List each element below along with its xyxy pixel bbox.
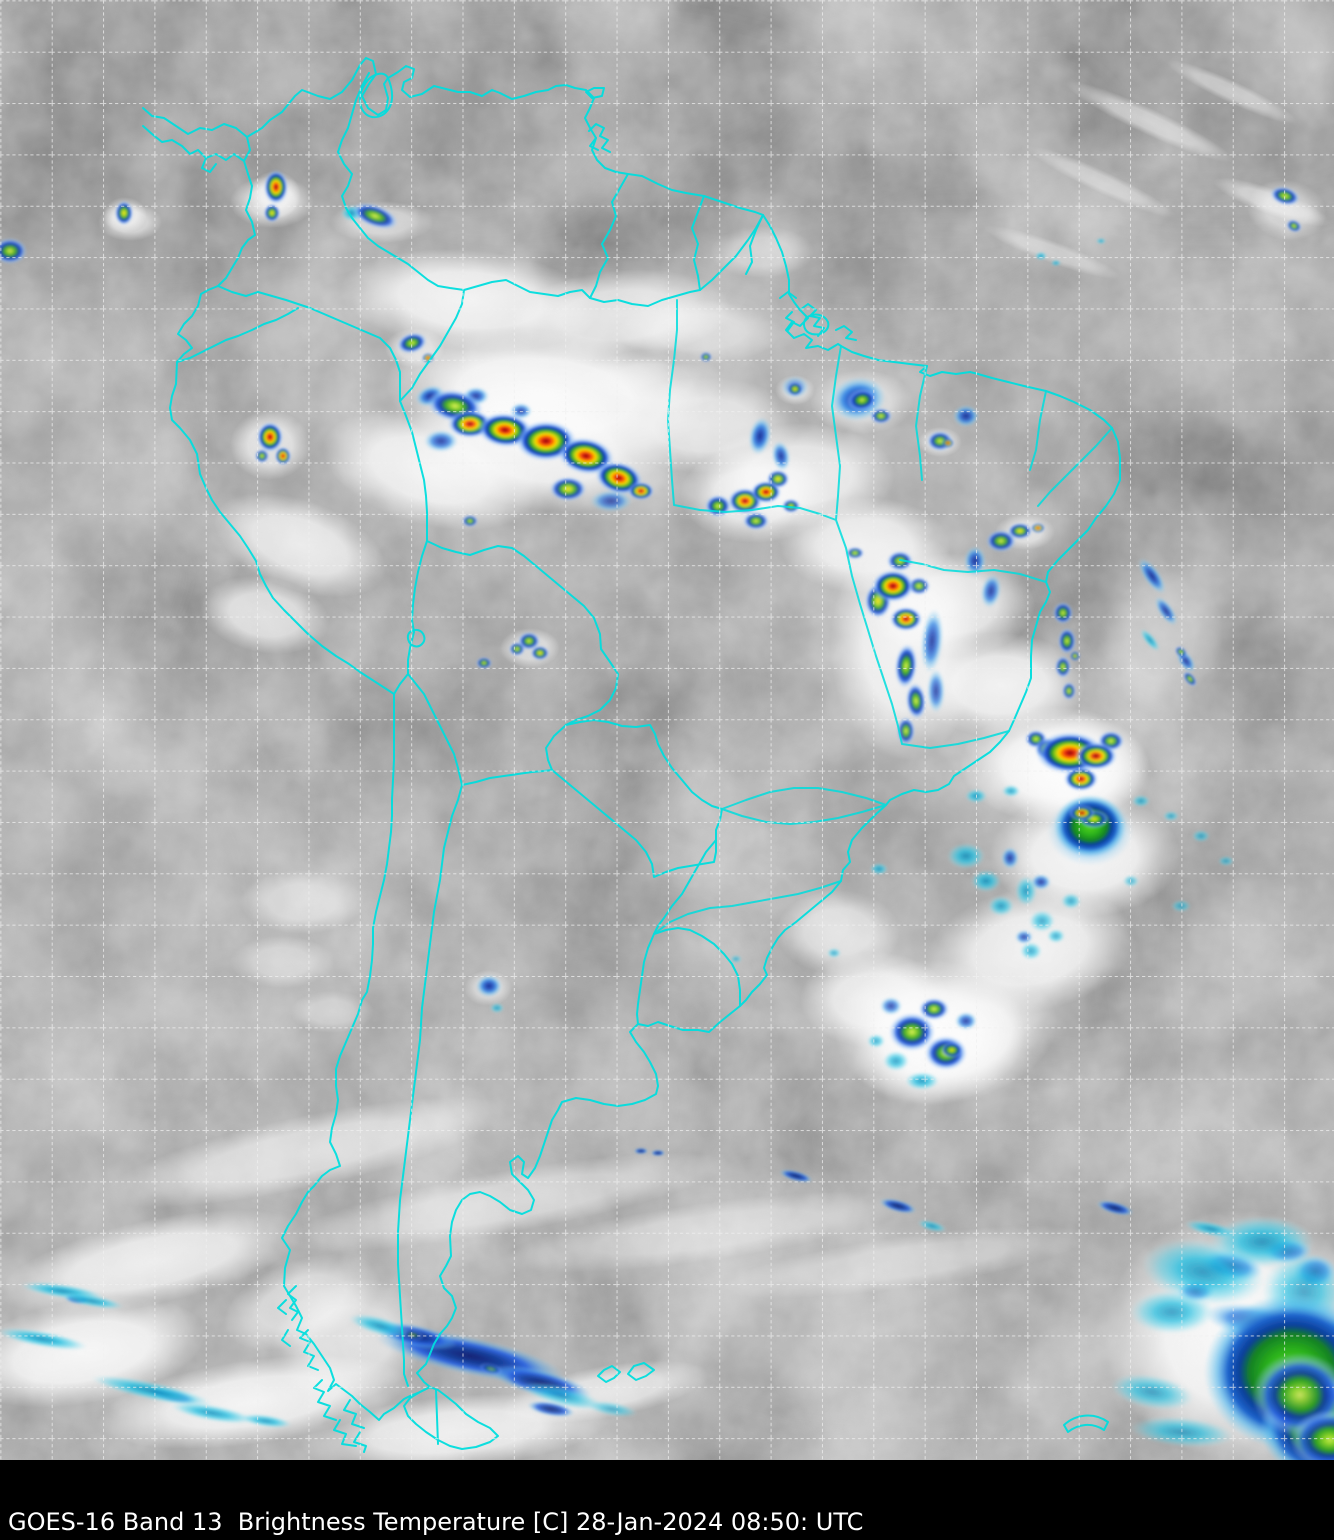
caption-text: GOES-16 Band 13 Brightness Temperature [… — [8, 1508, 864, 1536]
satellite-map — [0, 0, 1334, 1460]
caption-bar: GOES-16 Band 13 Brightness Temperature [… — [0, 1460, 1334, 1540]
latlon-grid — [0, 0, 1334, 1460]
